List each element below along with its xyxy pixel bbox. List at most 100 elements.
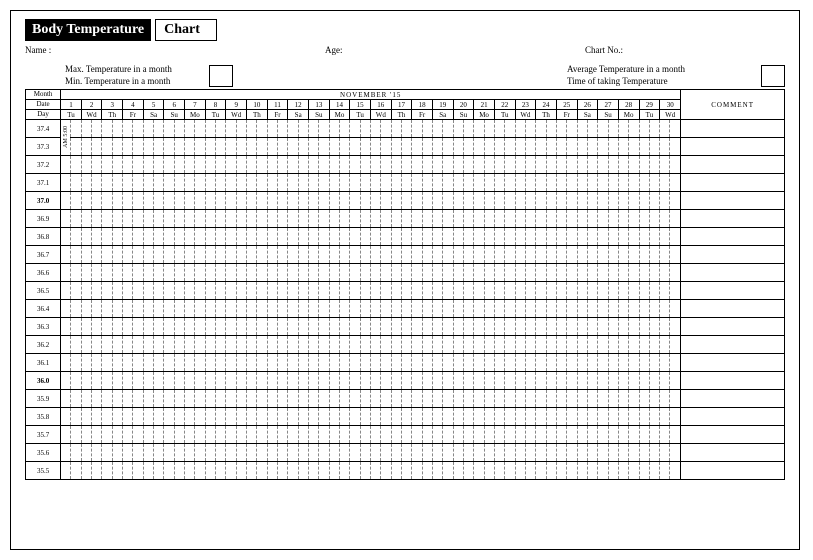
grid-cell (494, 408, 504, 426)
grid-cell (381, 336, 391, 354)
grid-cell (309, 318, 319, 336)
grid-cell (536, 192, 546, 210)
time-temp-label: Time of taking Temperature (567, 75, 757, 87)
grid-cell (556, 246, 566, 264)
grid-cell (546, 120, 556, 138)
grid-cell (505, 336, 515, 354)
grid-cell (298, 246, 308, 264)
grid-cell (267, 282, 277, 300)
grid-cell (670, 138, 681, 156)
grid-cell (556, 372, 566, 390)
grid-cell (463, 408, 473, 426)
grid-cell (195, 156, 205, 174)
grid-cell (494, 390, 504, 408)
grid-cell (278, 264, 288, 282)
grid-cell (360, 390, 370, 408)
date-cell: 6 (164, 100, 185, 110)
grid-cell (216, 318, 226, 336)
grid-cell (453, 408, 463, 426)
grid-cell (61, 336, 71, 354)
grid-cell (339, 408, 349, 426)
grid-cell (288, 318, 298, 336)
grid-cell (515, 156, 525, 174)
grid-cell (133, 462, 143, 480)
grid-cell (185, 354, 195, 372)
grid-cell (112, 246, 122, 264)
grid-cell (236, 228, 246, 246)
grid-cell (205, 210, 215, 228)
grid-cell (370, 426, 380, 444)
grid-cell (649, 174, 659, 192)
grid-cell (474, 336, 484, 354)
grid-cell (112, 444, 122, 462)
grid-cell (350, 138, 360, 156)
grid-cell (339, 354, 349, 372)
grid-cell (185, 408, 195, 426)
max-temp-label: Max. Temperature in a month (65, 63, 205, 75)
grid-cell (288, 408, 298, 426)
grid-cell (370, 228, 380, 246)
grid-cell (443, 174, 453, 192)
grid-cell (288, 264, 298, 282)
grid-cell (174, 372, 184, 390)
grid-cell (443, 354, 453, 372)
grid-cell (608, 336, 618, 354)
grid-cell (360, 174, 370, 192)
grid-cell (92, 462, 102, 480)
grid-cell (422, 174, 432, 192)
grid-cell (515, 408, 525, 426)
grid-cell (556, 462, 566, 480)
grid-cell (92, 282, 102, 300)
grid-cell (608, 318, 618, 336)
grid-cell (381, 192, 391, 210)
grid-cell (81, 372, 91, 390)
grid-cell (278, 138, 288, 156)
grid-cell (474, 462, 484, 480)
grid-cell (474, 156, 484, 174)
grid-cell (381, 318, 391, 336)
grid-cell (660, 282, 670, 300)
grid-cell (360, 282, 370, 300)
grid-cell (174, 174, 184, 192)
grid-cell (577, 210, 587, 228)
grid-cell (381, 138, 391, 156)
day-cell: Sa (432, 110, 453, 120)
grid-cell (484, 390, 494, 408)
grid-cell (391, 372, 401, 390)
grid-cell (412, 300, 422, 318)
grid-cell (587, 246, 597, 264)
grid-cell (267, 264, 277, 282)
grid-cell (360, 444, 370, 462)
grid-cell (484, 318, 494, 336)
grid-cell (370, 372, 380, 390)
grid-cell (143, 300, 153, 318)
grid-cell (494, 174, 504, 192)
grid-cell (350, 318, 360, 336)
grid-cell (195, 228, 205, 246)
grid-cell (360, 318, 370, 336)
grid-cell (133, 192, 143, 210)
grid-cell (577, 228, 587, 246)
grid-cell (412, 318, 422, 336)
grid-cell (629, 210, 639, 228)
grid-cell (288, 372, 298, 390)
grid-cell (71, 408, 81, 426)
grid-cell (505, 354, 515, 372)
grid-cell (185, 156, 195, 174)
grid-cell (133, 138, 143, 156)
grid-cell (195, 282, 205, 300)
grid-cell (226, 462, 236, 480)
grid-cell (505, 192, 515, 210)
grid-cell (505, 210, 515, 228)
grid-cell (556, 354, 566, 372)
grid-cell (164, 372, 174, 390)
grid-cell (247, 156, 257, 174)
grid-cell (443, 138, 453, 156)
grid-cell (185, 210, 195, 228)
date-cell: 30 (660, 100, 681, 110)
grid-cell (463, 210, 473, 228)
grid-cell (639, 174, 649, 192)
grid-cell (123, 426, 133, 444)
grid-cell (546, 390, 556, 408)
temp-label: 35.9 (26, 390, 61, 408)
